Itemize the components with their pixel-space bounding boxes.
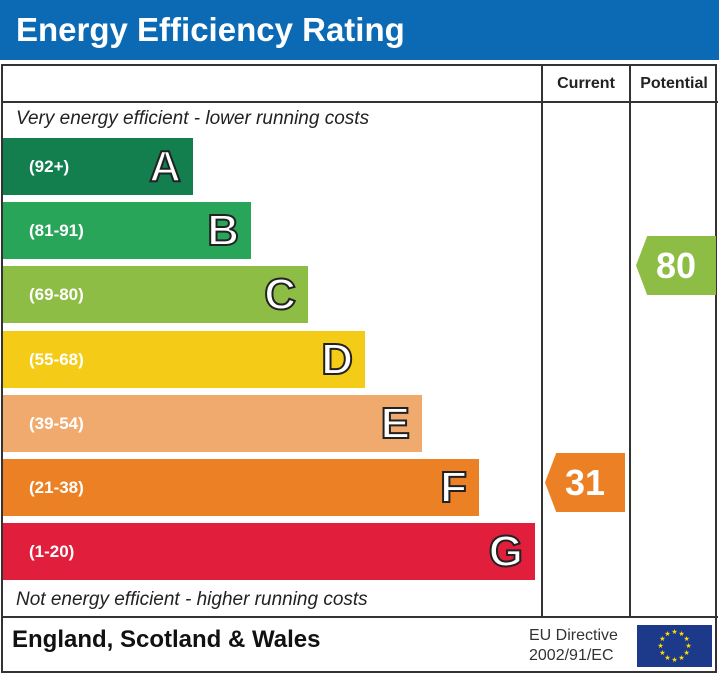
- star-icon: ★: [664, 630, 670, 638]
- star-icon: ★: [671, 656, 677, 664]
- region-label: England, Scotland & Wales: [12, 626, 321, 653]
- eu-flag-icon: ★★★★★★★★★ ★ ★★: [637, 625, 712, 667]
- band-bar-a: (92+) A: [3, 138, 193, 195]
- band-range: (69-80): [29, 285, 84, 304]
- star-icon: ★: [659, 649, 665, 657]
- band-bar-c: (69-80) C: [3, 266, 308, 323]
- band-range: (1-20): [29, 542, 75, 561]
- band-letter: F: [439, 462, 468, 513]
- eu-directive: EU Directive 2002/91/EC: [529, 626, 618, 666]
- top-note: Very energy efficient - lower running co…: [16, 108, 370, 129]
- potential-rating-arrow: 80: [636, 236, 716, 295]
- star-icon: ★: [664, 654, 670, 662]
- bottom-note: Not energy efficient - higher running co…: [16, 589, 368, 610]
- band-bar-g: (1-20) G: [3, 523, 535, 580]
- divider: [629, 64, 631, 617]
- divider: [541, 64, 543, 617]
- current-column-header: Current: [557, 75, 615, 92]
- star-icon: ★: [671, 628, 677, 636]
- band-bar-b: (81-91) B: [3, 202, 251, 259]
- current-rating-arrow: 31: [545, 453, 625, 512]
- band-letter: D: [320, 334, 354, 385]
- directive-line1: EU Directive: [529, 627, 618, 644]
- divider: [1, 101, 718, 103]
- band-letter: B: [206, 205, 240, 256]
- band-letter: C: [263, 269, 297, 320]
- band-bar-f: (21-38) F: [3, 459, 479, 516]
- band-range: (92+): [29, 157, 70, 176]
- band-range: (81-91): [29, 221, 84, 240]
- star-icon: ★: [678, 630, 684, 638]
- band-letter: A: [148, 141, 182, 192]
- page-title: Energy Efficiency Rating: [0, 0, 719, 60]
- star-icon: ★: [683, 635, 689, 643]
- band-range: (55-68): [29, 350, 84, 369]
- band-bar-d: (55-68) D: [3, 331, 365, 388]
- star-icon: ★: [678, 654, 684, 662]
- band-range: (39-54): [29, 414, 84, 433]
- divider: [1, 616, 718, 618]
- potential-column-header: Potential: [640, 75, 708, 92]
- chart-frame: [1, 64, 717, 673]
- band-letter: G: [488, 526, 524, 577]
- star-icon: ★: [685, 642, 691, 650]
- band-letter: E: [380, 398, 411, 449]
- star-icon: ★: [657, 642, 663, 650]
- star-icon: ★: [683, 649, 689, 657]
- directive-line2: 2002/91/EC: [529, 647, 614, 664]
- band-bar-e: (39-54) E: [3, 395, 422, 452]
- star-icon: ★: [659, 635, 665, 643]
- band-range: (21-38): [29, 478, 84, 497]
